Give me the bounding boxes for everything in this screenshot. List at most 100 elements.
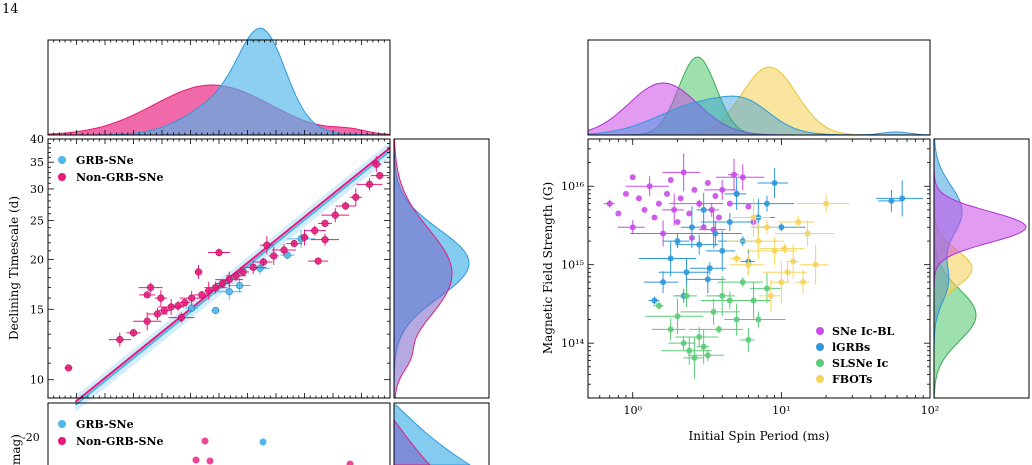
icbl-point: [715, 214, 722, 221]
fbot-point: [767, 292, 774, 299]
non-grb-sn-point: [270, 252, 278, 260]
y-tick-label: 10¹⁴: [561, 337, 584, 350]
grb-sn-point: [256, 264, 264, 272]
legend-label-lgrb: lGRBs: [832, 341, 870, 354]
icbl-point: [646, 183, 653, 190]
non-grb-sn-point: [157, 294, 165, 302]
fbot-point: [812, 261, 819, 268]
x-tick-label: 10⁰: [624, 404, 643, 417]
right-scatter-panel: 10¹⁴ 10¹⁵ 10¹⁶ 10⁰ 10¹ 10² Initial Spin Peri…: [541, 138, 939, 443]
fbot-point: [778, 279, 785, 286]
right-legend: SNe Ic-BL lGRBs SLSNe Ic FBOTs: [816, 325, 895, 386]
icbl-point: [641, 206, 648, 213]
bottom-panel-points: [192, 437, 354, 465]
non-grb-sn-point: [239, 268, 247, 276]
slsn-point: [755, 316, 762, 323]
slsn-point: [686, 347, 693, 354]
slsn-point: [763, 285, 770, 292]
right-top-marginal: [587, 39, 931, 136]
non-grb-sn-point: [188, 294, 196, 302]
grb-sn-point: [235, 281, 244, 290]
y-tick-label: 10¹⁵: [561, 259, 584, 272]
right-xlabel: Initial Spin Period (ms): [689, 429, 830, 443]
y-tick-label: 30: [30, 183, 44, 196]
right-side-marginal-frame: [933, 138, 1030, 399]
lgrb-point: [700, 206, 707, 213]
left-right-marginal: [393, 138, 490, 399]
slsn-point: [745, 336, 752, 343]
lgrb-point: [683, 269, 690, 276]
left-top-marginal: [47, 27, 391, 136]
fbot-point: [800, 279, 807, 286]
legend-marker-lgrb: [816, 343, 824, 351]
y-tick-label: 35: [30, 156, 44, 169]
slsn-point: [674, 313, 681, 320]
bottom-point: [346, 460, 354, 465]
icbl-point: [680, 169, 687, 176]
bottom-tick-label: -20: [22, 431, 40, 444]
bottom-side-frame: [393, 402, 490, 465]
non-grb-sn-point: [280, 246, 288, 254]
grb-sn-point: [225, 288, 233, 296]
fbot-point: [790, 258, 797, 265]
lgrb-point: [763, 200, 770, 207]
icbl-point: [655, 200, 662, 207]
non-grb-sn-point: [198, 291, 206, 299]
left-legend: GRB-SNe Non-GRB-SNe: [58, 154, 164, 184]
icbl-point: [719, 186, 726, 193]
left-scatter-panel: 10 15 20 25 30 35 40 Declining Timescale (d) G…: [7, 133, 391, 412]
slsn-point: [715, 326, 722, 333]
bottom-point: [192, 456, 200, 464]
non-grb-sn-point: [153, 310, 162, 318]
lgrb-point: [712, 230, 719, 237]
lgrb-point: [726, 219, 733, 226]
non-grb-sn-point: [143, 291, 151, 299]
slsn-point: [696, 333, 703, 340]
non-grb-sn-point: [290, 239, 298, 248]
fbot-point: [795, 219, 802, 226]
x-tick-label: 10¹: [772, 404, 790, 417]
left-ylabel: Declining Timescale (d): [7, 196, 21, 340]
slsn-point: [719, 292, 726, 299]
non-grb-sn-point: [177, 314, 185, 322]
icbl-point: [745, 203, 752, 210]
non-grb-sn-point: [341, 202, 350, 210]
legend-marker-nongrb-2: [58, 437, 66, 445]
left-right-marginal-frame: [393, 138, 490, 399]
slsn-point: [680, 340, 687, 347]
bottom-point: [206, 457, 214, 465]
non-grb-sn-point: [211, 283, 220, 292]
lgrb-point: [696, 241, 703, 248]
y-tick-label: 15: [30, 303, 44, 316]
legend-marker-slsn: [816, 359, 824, 367]
lgrb-point: [660, 279, 667, 286]
grb-fit-line: [74, 150, 391, 406]
lgrb-point: [651, 297, 658, 304]
legend-marker-grb: [58, 156, 66, 164]
non-grb-sn-point: [372, 160, 380, 168]
fbot-point: [804, 230, 811, 237]
lgrb-point: [733, 190, 740, 197]
non-grb-sn-point: [249, 263, 257, 271]
slsn-point: [750, 297, 757, 304]
non-grb-sn-point: [64, 364, 73, 372]
legend-marker-fbot: [816, 375, 824, 383]
legend-label-fbot: FBOTs: [832, 373, 872, 386]
y-tick-label: 25: [30, 215, 44, 228]
slsn-point: [710, 308, 717, 315]
non-grb-sn-point: [205, 287, 213, 295]
lgrb-point: [688, 224, 695, 231]
page-number: 14: [2, 2, 19, 17]
fbot-point: [755, 238, 762, 245]
icbl-point: [686, 210, 693, 217]
icbl-point: [730, 171, 737, 178]
legend-label-nongrb-2: Non-GRB-SNe: [76, 435, 164, 448]
icbl-point: [651, 214, 658, 221]
grb-sn-point: [188, 304, 196, 312]
icbl-point: [674, 219, 681, 226]
icbl-point: [663, 190, 670, 197]
fbot-point: [781, 245, 788, 252]
icbl-point: [726, 200, 733, 207]
icbl-point: [622, 190, 629, 197]
